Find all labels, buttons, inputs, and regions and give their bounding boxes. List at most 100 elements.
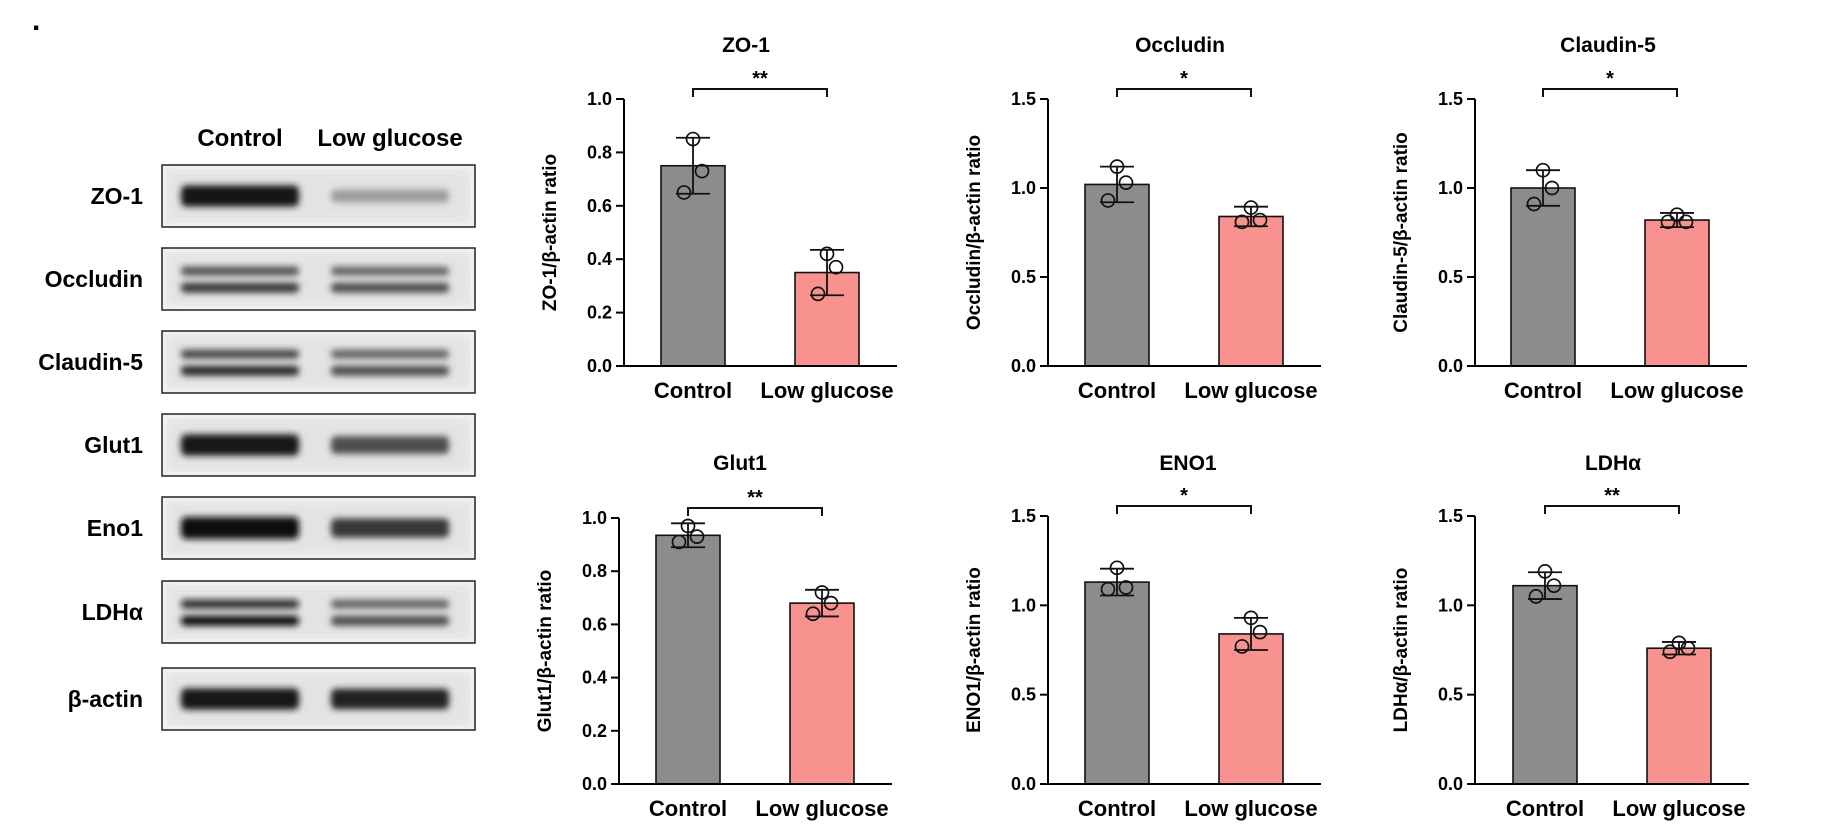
y-axis-label: Occludin/β-actin ratio <box>964 135 985 330</box>
significance-label: ** <box>747 487 763 509</box>
blot-band <box>181 185 299 207</box>
data-point <box>1660 214 1676 230</box>
data-point <box>689 529 705 544</box>
data-point <box>1535 162 1551 178</box>
error-bar <box>676 136 710 195</box>
blot-band <box>181 282 299 293</box>
chart-title: Glut1 <box>713 452 767 475</box>
data-point <box>1537 564 1553 579</box>
y-tick-label: 1.5 <box>1011 506 1036 526</box>
y-axis-label: ZO-1/β-actin ratio <box>540 154 561 311</box>
blot-band <box>331 436 449 454</box>
blot-frame <box>161 247 476 311</box>
blot-row-label: LDHα <box>82 599 143 625</box>
significance-bracket: * <box>1116 68 1252 97</box>
blot-row-eno1: Eno1 <box>87 496 476 560</box>
blot-row-label: Glut1 <box>84 432 143 458</box>
significance-bracket: * <box>1542 68 1678 97</box>
y-tick-label: 0.2 <box>587 303 612 323</box>
y-tick-label: 0.5 <box>1011 267 1036 287</box>
blot-row-beta-actin: β-actin <box>68 667 476 731</box>
data-point <box>685 131 701 147</box>
y-tick-label: 0.5 <box>1438 685 1463 705</box>
blot-row-label: ZO-1 <box>91 183 144 209</box>
blot-frame <box>161 164 476 228</box>
bar-control <box>660 164 726 367</box>
blot-frame <box>161 580 476 644</box>
data-point <box>819 246 835 262</box>
significance-label: * <box>1606 68 1614 90</box>
data-point <box>1680 640 1696 656</box>
y-tick-label: 1.5 <box>1438 89 1463 109</box>
blot-band <box>331 282 449 293</box>
blot-row-occludin: Occludin <box>45 247 476 311</box>
data-point <box>1252 212 1268 228</box>
data-point <box>814 585 830 600</box>
bar-control <box>1510 187 1576 367</box>
blot-row-label: Occludin <box>45 266 143 292</box>
y-tick-label: 1.5 <box>1011 89 1036 109</box>
error-bar <box>805 588 839 618</box>
y-tick-label: 0.0 <box>1438 774 1463 794</box>
data-point <box>1118 580 1134 595</box>
significance-label: ** <box>1604 485 1620 507</box>
significance-bracket: ** <box>692 68 828 97</box>
blot-band <box>331 365 449 376</box>
data-point <box>1526 196 1542 212</box>
blot-band <box>331 599 449 609</box>
blot-frame <box>161 667 476 731</box>
significance-label: * <box>1180 485 1188 507</box>
y-tick-label: 1.0 <box>582 508 607 528</box>
blot-band <box>331 615 449 626</box>
x-category-label: Low glucose <box>755 796 888 821</box>
blot-row-glut1: Glut1 <box>84 413 476 477</box>
blot-row-label: Claudin-5 <box>38 349 143 375</box>
bar-control <box>1084 183 1150 367</box>
y-tick-label: 0.5 <box>1438 267 1463 287</box>
data-point <box>810 286 826 302</box>
x-category-label: Low glucose <box>1612 796 1745 821</box>
chart-title: Claudin-5 <box>1560 34 1656 57</box>
y-tick-label: 0.0 <box>1011 774 1036 794</box>
blot-background <box>166 252 471 306</box>
x-category-label: Low glucose <box>1610 378 1743 403</box>
significance-label: ** <box>752 68 768 90</box>
blot-band <box>181 365 299 376</box>
blot-row-ldhalpha: LDHα <box>82 580 476 644</box>
data-point <box>1528 589 1544 604</box>
blot-band <box>181 517 299 539</box>
data-point <box>1544 180 1560 196</box>
significance-bracket: * <box>1116 485 1252 514</box>
blot-band <box>181 599 299 609</box>
data-point <box>694 163 710 179</box>
x-category-label: Control <box>1078 796 1156 821</box>
y-tick-label: 0.8 <box>587 142 612 162</box>
data-point <box>671 534 687 550</box>
chart-glut1: Glut1 Glut1/β-actin ratio Control Low gluco… <box>535 452 892 821</box>
blot-frame <box>161 413 476 477</box>
bar-low-glucose <box>789 602 855 785</box>
chart-title: ZO-1 <box>722 34 770 57</box>
blot-column-label-low-glucose: Low glucose <box>317 125 462 152</box>
blot-band <box>331 189 449 203</box>
x-category-label: Control <box>1504 378 1582 403</box>
data-point <box>1118 175 1134 191</box>
x-category-label: Control <box>1078 378 1156 403</box>
data-point <box>805 606 821 622</box>
blot-band <box>181 266 299 276</box>
y-axis-label: Glut1/β-actin ratio <box>535 570 556 733</box>
blot-column-label-control: Control <box>197 125 282 152</box>
data-point <box>680 518 696 534</box>
panel-letter: . <box>32 4 40 37</box>
y-tick-label: 0.6 <box>582 614 607 634</box>
data-point <box>1678 214 1694 230</box>
y-tick-label: 0.8 <box>582 561 607 581</box>
data-point <box>823 595 839 611</box>
blot-row-claudin-5: Claudin-5 <box>38 330 476 394</box>
data-point <box>1234 214 1250 230</box>
blot-band <box>331 266 449 276</box>
y-tick-label: 1.0 <box>1438 178 1463 198</box>
blot-band <box>181 349 299 359</box>
significance-bracket: ** <box>687 487 823 516</box>
blot-band <box>181 688 299 710</box>
